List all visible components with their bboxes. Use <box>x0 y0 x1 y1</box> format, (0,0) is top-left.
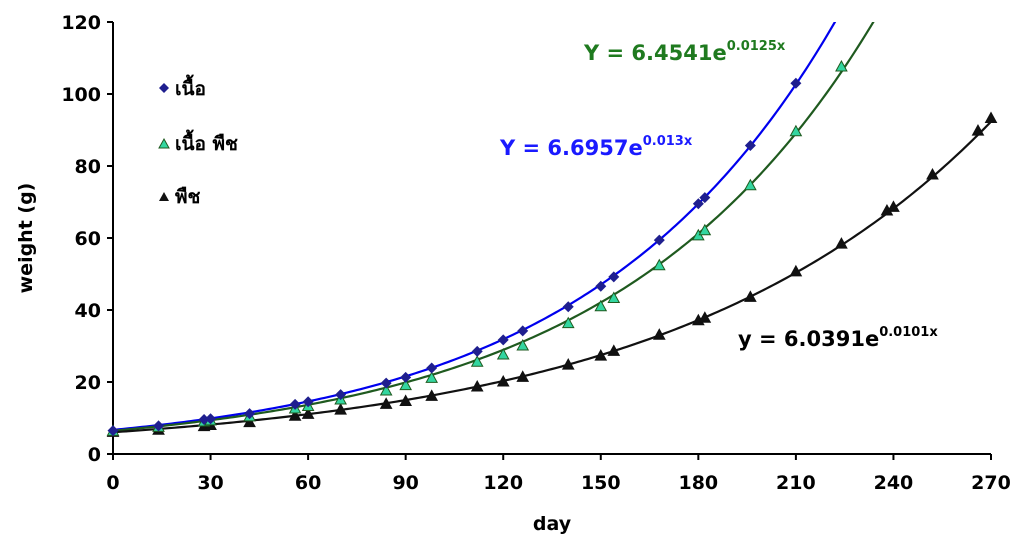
data-point-series-0 <box>562 301 574 313</box>
data-point-series-2 <box>334 403 347 415</box>
data-point-series-2 <box>744 290 757 302</box>
data-point-series-1 <box>835 59 848 72</box>
legend: เนื้อ เนื้อ พืช พืช <box>158 74 238 208</box>
data-point-series-2 <box>971 124 985 136</box>
data-point-series-0 <box>335 389 347 401</box>
x-tick-labels: 0 30 60 90 120 150 180 210 240 270 <box>106 472 1010 494</box>
x-tick-label: 120 <box>483 472 523 494</box>
x-tick-label: 270 <box>971 472 1011 494</box>
y-axis-title: weight (g) <box>15 183 37 294</box>
trendline-series-1 <box>113 22 875 432</box>
data-point-series-1 <box>607 291 621 303</box>
data-point-series-2 <box>243 415 256 428</box>
x-tick-label: 60 <box>295 472 321 494</box>
x-tick-label: 0 <box>106 472 119 494</box>
data-point-series-2 <box>698 311 712 323</box>
data-point-series-2 <box>607 344 621 356</box>
data-point-series-0 <box>205 413 217 425</box>
data-markers <box>106 59 998 437</box>
legend-marker-meat <box>159 83 169 93</box>
data-point-series-2 <box>789 264 803 277</box>
data-point-series-0 <box>699 192 711 204</box>
data-point-series-0 <box>790 77 802 89</box>
equation-plant: y = 6.0391e0.0101x <box>738 325 938 351</box>
data-point-series-1 <box>561 316 575 329</box>
data-point-series-1 <box>399 378 413 391</box>
y-tick-label: 40 <box>75 300 101 322</box>
data-point-series-0 <box>107 425 119 437</box>
legend-label-meat: เนื้อ <box>175 74 206 100</box>
data-point-series-1 <box>594 299 608 312</box>
data-point-series-0 <box>692 198 704 210</box>
data-point-series-0 <box>426 362 438 374</box>
data-point-series-2 <box>516 370 530 382</box>
legend-marker-meat-plant <box>158 137 170 149</box>
data-point-series-2 <box>301 407 315 419</box>
data-point-series-1 <box>516 338 530 351</box>
data-point-series-0 <box>608 271 620 283</box>
data-point-series-0 <box>497 334 509 346</box>
legend-label-meat-plant: เนื้อ พืช <box>175 129 238 155</box>
data-point-series-1 <box>470 355 484 367</box>
data-point-series-2 <box>379 397 393 409</box>
data-point-series-2 <box>984 111 998 123</box>
data-point-series-1 <box>744 178 757 191</box>
data-point-series-1 <box>425 371 439 383</box>
data-point-series-2 <box>470 380 484 392</box>
data-point-series-2 <box>561 358 575 370</box>
data-point-series-2 <box>594 349 608 361</box>
axes <box>107 21 992 460</box>
data-point-series-2 <box>926 167 939 180</box>
data-point-series-0 <box>198 413 210 425</box>
data-point-series-2 <box>652 328 666 340</box>
equation-meat-plant: Y = 6.4541e0.0125x <box>583 39 786 65</box>
y-tick-label: 80 <box>75 156 101 178</box>
x-tick-label: 210 <box>776 472 816 494</box>
y-tick-labels: 0 20 40 60 80 100 120 <box>61 12 101 466</box>
legend-marker-plant <box>159 192 169 201</box>
data-point-series-1 <box>379 383 393 396</box>
data-point-series-0 <box>400 371 412 383</box>
data-point-series-2 <box>496 374 510 387</box>
data-point-series-0 <box>744 139 756 151</box>
data-point-series-2 <box>399 394 413 406</box>
data-point-series-2 <box>835 237 848 249</box>
legend-label-plant: พืช <box>175 186 201 208</box>
y-tick-label: 120 <box>61 12 101 34</box>
data-point-series-0 <box>289 398 301 410</box>
x-tick-label: 180 <box>678 472 718 494</box>
y-tick-label: 60 <box>75 228 101 250</box>
data-point-series-2 <box>425 389 439 401</box>
equation-meat: Y = 6.6957e0.013x <box>499 134 693 160</box>
data-point-series-0 <box>517 325 529 337</box>
data-point-series-2 <box>887 200 900 212</box>
data-point-series-1 <box>496 347 510 360</box>
trendline-series-0 <box>113 22 837 431</box>
data-point-series-0 <box>380 377 392 389</box>
trendline-series-2 <box>113 120 991 434</box>
data-point-series-1 <box>698 223 712 236</box>
data-point-series-2 <box>288 409 302 421</box>
x-tick-label: 150 <box>581 472 621 494</box>
data-point-series-1 <box>652 258 666 271</box>
y-tick-label: 100 <box>61 84 101 106</box>
x-tick-label: 30 <box>197 472 223 494</box>
trendlines <box>113 22 991 434</box>
data-point-series-0 <box>244 408 256 420</box>
x-tick-label: 240 <box>874 472 914 494</box>
y-tick-label: 20 <box>75 372 101 394</box>
x-axis-title: day <box>533 513 572 535</box>
data-point-series-0 <box>595 280 607 292</box>
data-point-series-0 <box>471 345 483 357</box>
data-point-series-0 <box>302 396 314 408</box>
data-point-series-1 <box>789 124 803 137</box>
data-point-series-0 <box>653 234 665 246</box>
y-tick-label: 0 <box>88 444 101 466</box>
x-tick-label: 90 <box>392 472 418 494</box>
data-point-series-0 <box>153 420 165 432</box>
